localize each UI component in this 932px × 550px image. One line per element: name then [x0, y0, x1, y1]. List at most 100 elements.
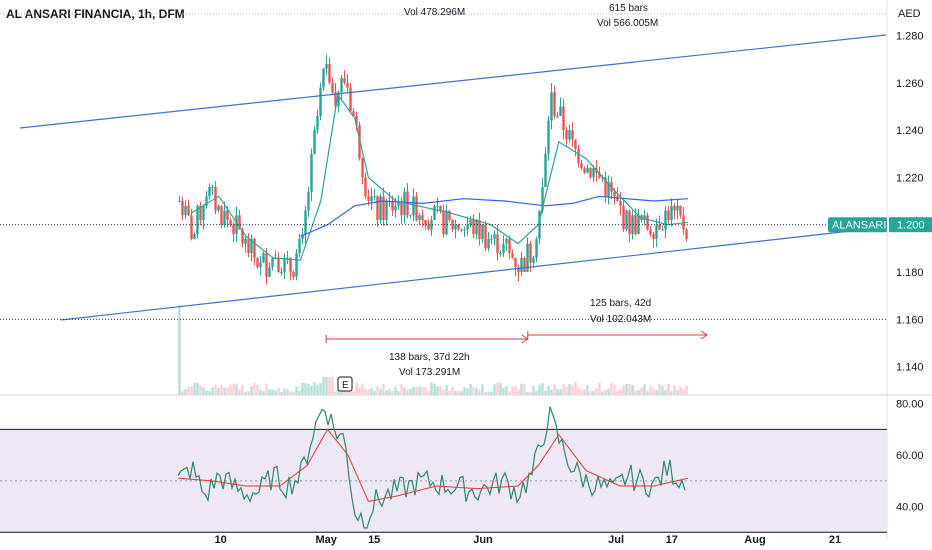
volume-bar: [505, 386, 508, 395]
candle-body: [262, 253, 265, 263]
volume-bar: [418, 386, 421, 395]
candle-body: [667, 210, 670, 220]
candle-body: [580, 163, 583, 168]
candle-body: [637, 215, 640, 235]
volume-bar: [475, 387, 478, 395]
candle-body: [301, 234, 304, 239]
candle-body: [487, 238, 490, 249]
volume-bar: [241, 385, 244, 395]
price-tick-label: 1.140: [896, 362, 924, 374]
volume-bar: [292, 391, 295, 395]
volume-bar: [613, 384, 616, 395]
volume-bar: [301, 382, 304, 395]
candle-body: [508, 238, 511, 254]
candle-body: [505, 238, 508, 244]
candle-body: [382, 196, 385, 220]
volume-bar: [187, 387, 190, 395]
volume-bar: [214, 384, 217, 395]
range-measure-2[interactable]: [527, 330, 708, 340]
candle-body: [349, 87, 352, 112]
price-badge-ticker: ALANSARI: [832, 220, 886, 232]
volume-bar: [220, 385, 223, 395]
candle-body: [286, 257, 289, 259]
volume-bar: [481, 384, 484, 395]
candle-body: [544, 153, 547, 187]
volume-bar: [199, 385, 202, 395]
volume-bar: [205, 390, 208, 395]
volume-bar: [427, 391, 430, 395]
volume-bar: [202, 387, 205, 395]
candle-body: [199, 205, 202, 220]
volume-bar: [259, 389, 262, 395]
volume-bar: [316, 384, 319, 395]
volume-bar: [178, 305, 181, 395]
volume-bar: [598, 382, 601, 395]
candle-body: [394, 205, 397, 211]
rsi-tick-label: 60.00: [896, 450, 924, 462]
volume-bar: [502, 388, 505, 395]
volume-bar: [238, 388, 241, 395]
candle-body: [418, 215, 421, 220]
candle-body: [652, 234, 655, 239]
volume-bar: [583, 389, 586, 395]
volume-bar: [625, 384, 628, 395]
volume-bar: [319, 383, 322, 395]
candle-body: [340, 78, 343, 93]
volume-bar: [655, 389, 658, 395]
volume-bar: [520, 383, 523, 395]
candle-body: [235, 215, 238, 235]
candle-body: [364, 177, 367, 197]
volume-bar: [574, 382, 577, 395]
volume-bar: [265, 383, 268, 395]
candle-body: [430, 219, 433, 230]
volume-bar: [631, 385, 634, 395]
candle-body: [391, 201, 394, 211]
candle-body: [238, 215, 241, 230]
candle-body: [241, 229, 244, 244]
channel-lower-line[interactable]: [60, 226, 887, 321]
volume-bar: [652, 388, 655, 395]
candle-body: [541, 186, 544, 211]
volume-bar: [466, 388, 469, 395]
candle-body: [523, 257, 526, 273]
volume-bar: [643, 384, 646, 395]
candle-body: [343, 78, 346, 83]
candle-body: [622, 205, 625, 230]
range-measure-1[interactable]: [325, 334, 529, 344]
volume-bar: [577, 388, 580, 395]
volume-bar: [634, 390, 637, 395]
volume-bar: [370, 388, 373, 395]
volume-bar: [235, 384, 238, 395]
candle-body: [187, 205, 190, 216]
channel-upper-line[interactable]: [19, 34, 887, 129]
candle-body: [460, 229, 463, 231]
candle-body: [280, 272, 283, 274]
candle-body: [307, 191, 310, 211]
candle-body: [334, 92, 337, 107]
candle-body: [475, 219, 478, 235]
event-marker[interactable]: E: [337, 376, 353, 392]
volume-bar: [637, 389, 640, 395]
candle-body: [271, 257, 274, 268]
candle-body: [397, 201, 400, 206]
candle-body: [277, 257, 280, 273]
candle-body: [223, 210, 226, 225]
volume-bar: [514, 385, 517, 395]
volume-bar: [640, 387, 643, 395]
volume-bar: [379, 388, 382, 395]
candle-body: [619, 201, 622, 206]
volume-bar: [496, 382, 499, 395]
volume-bar: [469, 384, 472, 395]
volume-bar: [529, 391, 532, 395]
price-badge: ALANSARI 1.200: [828, 217, 932, 233]
candle-body: [370, 196, 373, 202]
candle-body: [259, 262, 262, 268]
rsi-tick-label: 80.00: [896, 399, 924, 411]
range1-bars-label: 138 bars, 37d 22h: [389, 352, 470, 363]
price-tick-label: 1.240: [896, 125, 924, 137]
volume-bar: [661, 386, 664, 395]
candle-body: [553, 92, 556, 116]
candle-body: [547, 120, 550, 154]
volume-bar: [550, 389, 553, 395]
